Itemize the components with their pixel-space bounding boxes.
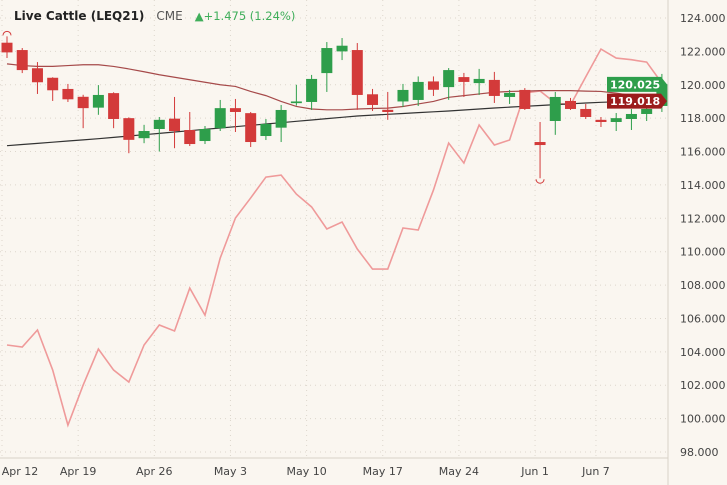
x-tick-label: Jun 7 — [581, 465, 610, 478]
candle-body — [397, 89, 409, 102]
candle-body — [458, 77, 470, 82]
x-tick-label: Apr 12 — [2, 465, 39, 478]
candle-body — [199, 129, 211, 142]
candle-body — [382, 109, 394, 112]
x-tick-label: Jun 1 — [520, 465, 549, 478]
comparison-line — [6, 47, 663, 428]
y-tick-label: 108.000 — [680, 279, 726, 292]
y-tick-label: 100.000 — [680, 413, 726, 426]
y-tick-label: 120.000 — [680, 79, 726, 92]
y-tick-label: 98.000 — [680, 446, 719, 459]
candle-body — [62, 88, 74, 100]
candle-body — [443, 70, 455, 88]
candle-body — [534, 142, 546, 146]
long-moving-average-line — [6, 100, 662, 147]
candle-body — [306, 78, 318, 102]
y-tick-label: 104.000 — [680, 346, 726, 359]
candle-body — [245, 113, 257, 143]
last-price-label: 120.025 — [610, 78, 660, 91]
candle-body — [275, 109, 287, 128]
candle-body — [504, 92, 516, 97]
candle-body — [123, 118, 135, 140]
y-tick-label: 106.000 — [680, 312, 726, 325]
candle-body — [595, 119, 607, 122]
y-tick-label: 110.000 — [680, 246, 726, 259]
x-tick-label: Apr 26 — [136, 465, 173, 478]
candle-body — [260, 123, 272, 137]
candle-body — [138, 131, 150, 139]
candle-body — [77, 96, 89, 109]
last-price-badge — [607, 76, 667, 92]
short-moving-average-line — [6, 63, 663, 111]
candle-body — [519, 89, 531, 109]
candle-body — [351, 50, 363, 95]
candle-body — [488, 79, 500, 96]
candle-body — [16, 50, 28, 71]
y-tick-label: 122.000 — [680, 45, 726, 58]
candle-body — [321, 48, 333, 74]
candle-body — [153, 119, 165, 130]
candle-body — [641, 108, 653, 114]
candle-body — [367, 94, 379, 105]
candle-body — [184, 130, 196, 145]
price-change: ▲+1.475 (1.24%) — [194, 9, 296, 23]
x-tick-label: Apr 19 — [60, 465, 97, 478]
x-tick-label: May 3 — [214, 465, 247, 478]
low-marker-icon — [535, 179, 545, 184]
candle-body — [473, 78, 485, 84]
candle-body — [336, 45, 348, 52]
y-tick-label: 114.000 — [680, 179, 726, 192]
x-tick-label: May 24 — [439, 465, 479, 478]
candle-body — [580, 108, 592, 117]
ma-price-badge — [607, 93, 667, 109]
candle-body — [565, 100, 577, 109]
chart-title: Live Cattle (LEQ21) — [14, 9, 145, 23]
x-tick-label: May 10 — [286, 465, 326, 478]
y-tick-label: 124.000 — [680, 12, 726, 25]
high-marker-icon — [2, 30, 12, 36]
candle-body — [610, 118, 622, 122]
candle-body — [427, 81, 439, 90]
y-tick-label: 112.000 — [680, 212, 726, 225]
candle-body — [108, 93, 120, 119]
y-tick-label: 116.000 — [680, 146, 726, 159]
candle-body — [92, 94, 104, 108]
exchange-label: CME — [156, 9, 183, 23]
y-tick-label: 102.000 — [680, 379, 726, 392]
candle-body — [214, 108, 226, 129]
candle-body — [169, 118, 181, 132]
candle-body — [625, 113, 637, 119]
ma-price-label: 119.018 — [610, 95, 660, 108]
candle-body — [290, 101, 302, 104]
candle-body — [47, 77, 59, 91]
candle-body — [31, 68, 43, 83]
candle-body — [229, 108, 241, 112]
candle-body — [412, 81, 424, 100]
candle-body — [549, 96, 561, 121]
candle-body — [1, 42, 13, 53]
chart-header: Live Cattle (LEQ21) CME ▲+1.475 (1.24%) — [14, 9, 295, 23]
x-tick-label: May 17 — [363, 465, 403, 478]
y-tick-label: 118.000 — [680, 112, 726, 125]
